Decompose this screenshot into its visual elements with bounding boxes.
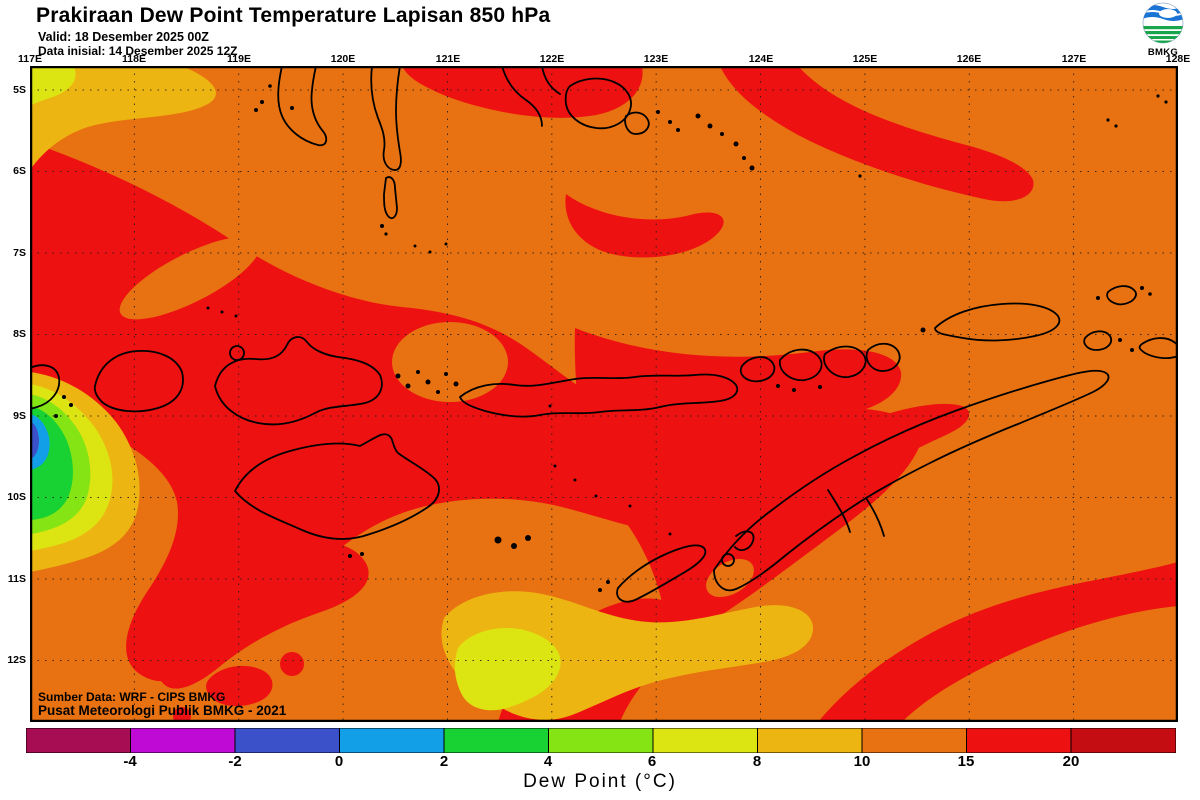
colorbar-segment — [652, 728, 758, 753]
valid-time-label: Valid: 18 Desember 2025 00Z — [38, 30, 209, 44]
axis-tick-label: 8S — [13, 328, 26, 340]
colorbar-tick-label: 4 — [543, 753, 553, 770]
colorbar-tick-label: 8 — [752, 753, 762, 770]
axis-tick-label: 128E — [1165, 53, 1191, 65]
bmkg-logo: BMKG — [1140, 2, 1186, 58]
init-time-label: Data inisial: 14 Desember 2025 12Z — [38, 44, 238, 58]
map-canvas — [29, 65, 1179, 725]
axis-tick-label: 117E — [18, 53, 42, 65]
axis-tick-label: 120E — [330, 53, 356, 65]
colorbar-tick-label: 10 — [853, 753, 871, 770]
orange-overlay-regions — [119, 236, 754, 597]
colorbar-tick-label: 15 — [957, 753, 975, 770]
axis-tick-label: 126E — [956, 53, 982, 65]
axis-tick-label: 9S — [13, 410, 26, 422]
dewpoint-colorbar — [26, 728, 1176, 753]
colorbar-segment — [130, 728, 236, 753]
islet-dots — [54, 84, 1168, 592]
colorbar-tick-label: -2 — [228, 753, 242, 770]
colorbar-segment — [234, 728, 340, 753]
colorbar-segment — [757, 728, 863, 753]
axis-tick-label: 10S — [7, 491, 26, 503]
colorbar-tick-label: -4 — [123, 753, 137, 770]
axis-tick-label: 124E — [748, 53, 774, 65]
axis-tick-label: 119E — [227, 53, 251, 65]
colorbar-segment — [861, 728, 967, 753]
axis-tick-label: 127E — [1061, 53, 1087, 65]
colorbar-segment — [443, 728, 549, 753]
dewpoint-contour-map — [29, 65, 1179, 725]
bmkg-logo-icon — [1142, 2, 1184, 44]
axis-tick-label: 6S — [13, 165, 26, 177]
colorbar-tick-label: 20 — [1062, 753, 1080, 770]
colorbar-tick-label: 6 — [647, 753, 657, 770]
colorbar-segment — [1070, 728, 1176, 753]
colorbar-tick-label: 2 — [439, 753, 449, 770]
axis-tick-label: 11S — [7, 573, 26, 585]
colorbar-segment — [548, 728, 654, 753]
axis-tick-label: 123E — [643, 53, 669, 65]
colorbar-tick-label: 0 — [334, 753, 344, 770]
publisher-label: Pusat Meteorologi Publik BMKG - 2021 — [38, 703, 287, 718]
bmkg-logo-label: BMKG — [1147, 47, 1179, 58]
data-source-label: Sumber Data: WRF - CIPS BMKG — [38, 690, 226, 704]
axis-tick-label: 122E — [539, 53, 565, 65]
colorbar-segment — [966, 728, 1072, 753]
axis-tick-label: 121E — [435, 53, 461, 65]
axis-tick-label: 7S — [13, 247, 26, 259]
coastlines — [29, 65, 1179, 603]
map-border — [29, 65, 1179, 723]
colorbar-segment — [26, 728, 131, 753]
page-title: Prakiraan Dew Point Temperature Lapisan … — [36, 4, 551, 27]
colorbar-title: Dew Point (°C) — [523, 771, 677, 792]
axis-tick-label: 5S — [13, 84, 26, 96]
axis-tick-label: 118E — [122, 53, 146, 65]
axis-tick-label: 125E — [852, 53, 878, 65]
colorbar-segment — [339, 728, 445, 753]
axis-tick-label: 12S — [7, 654, 26, 666]
